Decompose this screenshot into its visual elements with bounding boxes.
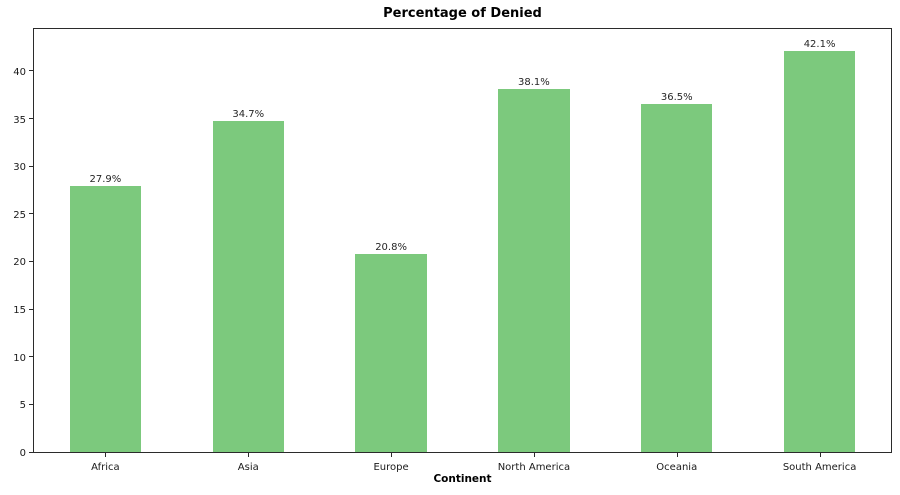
bar-south-america (783, 50, 856, 452)
bar-value-label: 36.5% (660, 92, 693, 104)
bar-value-label: 42.1% (803, 38, 836, 50)
x-tick-label: Asia (237, 462, 259, 473)
y-tick (29, 403, 33, 405)
x-tick (248, 453, 250, 457)
y-tick-label: 15 (13, 305, 26, 317)
chart-title: Percentage of Denied (383, 6, 542, 21)
y-tick (29, 356, 33, 358)
y-tick (29, 260, 33, 262)
y-tick-label: 35 (13, 114, 26, 126)
y-tick (29, 165, 33, 167)
x-tick-label: Africa (91, 462, 120, 473)
bar-africa (69, 186, 142, 452)
y-tick-label: 40 (13, 66, 26, 78)
x-tick (676, 453, 678, 457)
y-tick (29, 70, 33, 72)
y-tick (29, 308, 33, 310)
y-tick-label: 25 (13, 209, 26, 221)
y-tick (29, 451, 33, 453)
x-tick (105, 453, 107, 457)
y-tick-label: 5 (19, 400, 26, 412)
y-tick-label: 30 (13, 162, 26, 174)
x-tick-label: South America (782, 462, 857, 473)
x-tick (533, 453, 535, 457)
x-tick-label: Europe (373, 462, 409, 473)
bar-value-label: 38.1% (518, 77, 550, 89)
x-tick-label: Oceania (656, 462, 698, 473)
y-tick-label: 0 (19, 448, 26, 459)
bar-oceania (641, 104, 713, 452)
bar-asia (212, 121, 284, 452)
bar-value-label: 20.8% (375, 241, 407, 253)
y-tick-label: 20 (13, 257, 26, 269)
x-axis-title: Continent (433, 473, 492, 485)
y-tick-label: 10 (13, 352, 26, 364)
x-tick (391, 453, 393, 457)
y-tick (29, 213, 33, 215)
bar-value-label: 34.7% (232, 109, 265, 121)
bar-north-america (498, 89, 570, 452)
x-tick (819, 453, 821, 457)
y-tick (29, 118, 33, 120)
plot-area: 27.9% Africa 34.7% Asia 20.8% Europe 38.1% Nort… (13, 28, 892, 473)
bar-europe (355, 253, 427, 452)
x-tick-label: North America (497, 462, 571, 473)
bar-value-label: 27.9% (89, 174, 122, 186)
